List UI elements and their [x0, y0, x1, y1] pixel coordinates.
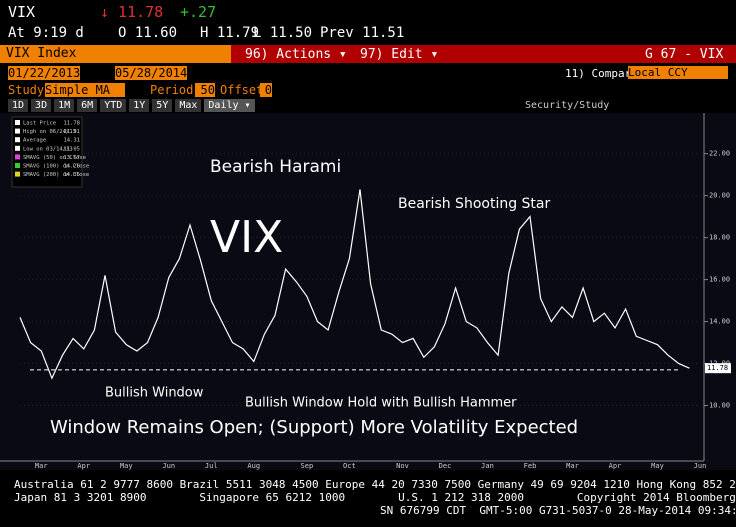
footer-line: Japan 81 3 3201 8900 Singapore 65 6212 1… [14, 491, 736, 504]
range-button[interactable]: 1D [8, 99, 29, 112]
legend-label: SMAVG (50) on Close [23, 155, 86, 161]
y-tick-label: 18.00 [709, 234, 730, 242]
low: L 11.50 [253, 25, 313, 41]
x-tick-label: Jun [694, 462, 707, 470]
x-tick-label: Oct [343, 462, 356, 470]
legend-value: 11.78 [63, 121, 80, 127]
edit[interactable]: 97) Edit ▾ [360, 47, 439, 62]
x-tick-label: Jun [162, 462, 175, 470]
legend-label: SMAVG (200) on Close [23, 172, 89, 178]
compare[interactable]: 11) Compare [565, 67, 638, 80]
legend-value: 14.28 [63, 164, 80, 170]
legend-label: High on 06/24/13 [23, 129, 76, 135]
last-price-label: 11.78 [707, 364, 728, 372]
time: At 9:19 d [8, 25, 84, 41]
y-tick-label: 16.00 [709, 276, 730, 284]
period-label: Period [150, 83, 194, 97]
price-line [19, 189, 690, 380]
offset-label: Offset [220, 83, 264, 97]
legend-swatch [15, 137, 20, 143]
open: O 11.60 [118, 25, 178, 41]
x-tick-label: Jul [205, 462, 218, 470]
range-button[interactable]: 1Y [129, 99, 150, 112]
range-button[interactable]: YTD [100, 99, 127, 112]
footer-line: SN 676799 CDT GMT-5:00 G731-5037-0 28-Ma… [380, 504, 736, 517]
study-label: Study [8, 83, 45, 97]
annotation: Bullish Window [105, 386, 204, 401]
x-tick-label: May [120, 462, 133, 470]
y-tick-label: 14.00 [709, 318, 730, 326]
x-tick-label: Mar [566, 462, 579, 470]
annotation: Bearish Harami [210, 157, 341, 177]
period[interactable]: 50 [195, 83, 215, 97]
offset[interactable]: 0 [260, 83, 272, 97]
x-tick-label: Jan [481, 462, 494, 470]
x-tick-label: Mar [35, 462, 48, 470]
x-tick-label: Aug [247, 462, 260, 470]
legend-box [11, 116, 83, 188]
legend-label: SMAVG (100) on Close [23, 164, 89, 170]
ticker: VIX [8, 3, 36, 21]
legend-swatch [15, 128, 20, 134]
legend-value: 11.05 [63, 146, 80, 152]
currency[interactable]: Local CCY [628, 66, 728, 79]
legend-swatch [15, 163, 20, 168]
footer-line: Australia 61 2 9777 8600 Brazil 5511 304… [14, 478, 736, 491]
chart-title: VIX [210, 212, 283, 263]
x-tick-label: Nov [396, 462, 409, 470]
y-tick-label: 10.00 [709, 402, 730, 410]
legend-swatch [15, 171, 20, 177]
y-tick-label: 22.00 [709, 150, 730, 158]
security-study[interactable]: Security/Study [525, 100, 610, 111]
legend-swatch [15, 145, 20, 151]
price: ↓ 11.78 [100, 3, 164, 21]
range-button[interactable]: 3D [31, 99, 52, 112]
y-tick-label: 20.00 [709, 192, 730, 200]
legend-label: Low on 03/14/13 [23, 146, 73, 152]
function: G 67 - VIX [645, 47, 724, 62]
study[interactable]: Simple MA [45, 83, 125, 97]
legend-value: 14.31 [63, 138, 80, 144]
legend-value: 13.67 [63, 155, 80, 161]
annotation: Window Remains Open; (Support) More Vola… [50, 417, 578, 438]
legend-value: 14.35 [63, 172, 80, 178]
chart: 10.0012.0014.0016.0018.0020.0022.00MarAp… [0, 113, 736, 470]
x-tick-label: Dec [439, 462, 452, 470]
x-tick-label: May [651, 462, 664, 470]
actions[interactable]: 96) Actions ▾ [245, 47, 347, 62]
start-date[interactable]: 01/22/2013 [8, 66, 81, 80]
range-button[interactable]: 1M [54, 99, 75, 112]
change: +.27 [180, 3, 217, 21]
x-tick-label: Feb [524, 462, 537, 470]
range-button[interactable]: 5Y [152, 99, 173, 112]
legend-label: Last Price [23, 121, 56, 127]
high: H 11.79 [200, 25, 260, 41]
end-date[interactable]: 05/28/2014 [115, 66, 188, 80]
annotation: Bearish Shooting Star [398, 196, 550, 212]
legend-value: 21.91 [63, 129, 80, 135]
x-tick-label: Sep [301, 462, 314, 470]
security[interactable]: VIX Index [0, 45, 231, 63]
x-tick-label: Apr [609, 462, 622, 470]
prev: Prev 11.51 [320, 25, 405, 41]
range-buttons: 1D 3D 1M 6M YTD 1Y 5Y Max Daily ▾ [8, 99, 255, 112]
plot-background [0, 113, 736, 470]
annotation: Bullish Window Hold with Bullish Hammer [245, 396, 517, 411]
last-price-tag [705, 363, 731, 374]
legend-swatch [15, 154, 20, 160]
range-button[interactable]: Max [175, 99, 202, 112]
frequency[interactable]: Daily ▾ [204, 99, 255, 112]
x-tick-label: Apr [77, 462, 90, 470]
legend-label: Average [23, 138, 46, 144]
range-button[interactable]: 6M [77, 99, 98, 112]
legend-swatch [15, 120, 20, 125]
